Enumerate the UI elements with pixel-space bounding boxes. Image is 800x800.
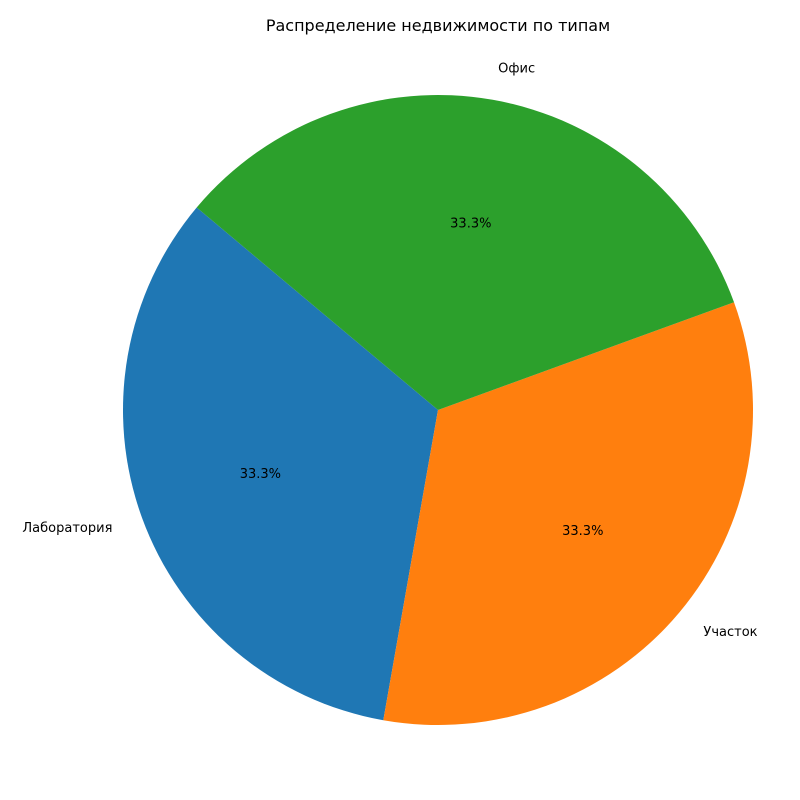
pie-slices — [122, 95, 753, 725]
pie-labels: 33.3% Лаборатория 33.3% Участок 33.3% Офис — [22, 61, 757, 640]
pie-slice-percent-2: 33.3% — [562, 524, 603, 539]
pie-slice-label-2: Участок — [703, 625, 757, 640]
pie-slice-percent-1: 33.3% — [240, 467, 281, 482]
chart-title: Распределение недвижимости по типам — [266, 16, 610, 35]
pie-slice-label-1: Лаборатория — [22, 521, 112, 536]
pie-slice-percent-3: 33.3% — [450, 216, 491, 231]
pie-slice-1 — [122, 207, 438, 721]
pie-slice-label-3: Офис — [498, 61, 535, 76]
pie-slice-2 — [383, 302, 753, 725]
pie-slice-3 — [196, 95, 735, 411]
